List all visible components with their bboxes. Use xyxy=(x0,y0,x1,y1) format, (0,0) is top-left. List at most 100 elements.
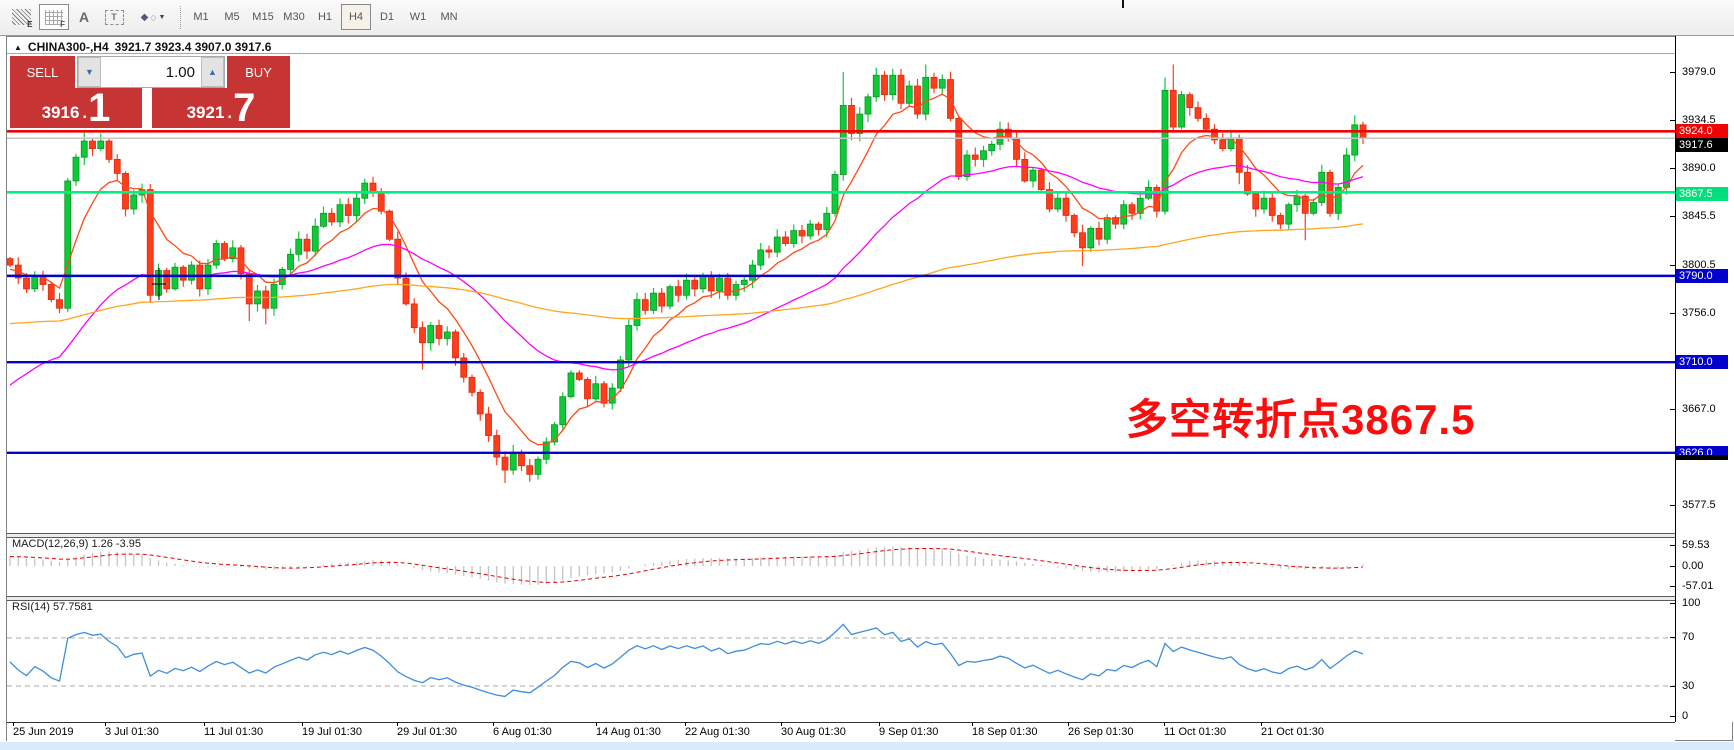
panel-separator[interactable] xyxy=(7,533,1675,538)
price-tick-label: 3577.5 xyxy=(1682,499,1716,511)
date-label: 29 Jul 01:30 xyxy=(397,726,457,738)
sell-price-display[interactable]: 3916. 1 xyxy=(10,88,142,128)
date-label: 9 Sep 01:30 xyxy=(879,726,939,738)
volume-value[interactable]: 1.00 xyxy=(165,63,195,81)
one-click-trading-panel: SELL ▼ 1.00 ▲ BUY 3916. 1 3921. 7 xyxy=(10,56,290,128)
grid-icon: F xyxy=(45,9,65,29)
shapes-dropdown-icon[interactable]: ◆ ◇ ▼ xyxy=(140,11,166,23)
price-tick-label: 3845.5 xyxy=(1682,210,1716,222)
indicator-tick-label: -57.01 xyxy=(1682,580,1714,592)
price-tick xyxy=(1670,313,1675,314)
text-box-tool-icon[interactable]: T xyxy=(99,4,129,30)
date-tick xyxy=(1068,722,1069,726)
timeframe-button-m30[interactable]: M30 xyxy=(283,11,305,23)
price-badge xyxy=(1676,455,1728,460)
date-tick xyxy=(397,722,398,726)
date-label: 11 Oct 01:30 xyxy=(1164,726,1227,738)
header-divider xyxy=(7,53,1675,54)
collapse-triangle-icon[interactable]: ▲ xyxy=(14,42,22,52)
date-tick xyxy=(879,722,880,726)
date-label: 6 Aug 01:30 xyxy=(493,726,552,738)
date-label: 18 Sep 01:30 xyxy=(972,726,1038,738)
price-tick xyxy=(1670,409,1675,410)
price-tick-label: 3979.0 xyxy=(1682,66,1716,78)
timeframe-button-w1[interactable]: W1 xyxy=(409,11,427,23)
rsi-label: RSI(14) 57.7581 xyxy=(12,601,93,613)
macd-label: MACD(12,26,9) 1.26 -3.95 xyxy=(12,538,142,550)
main-chart-panel[interactable] xyxy=(7,37,1675,533)
date-tick xyxy=(13,722,14,726)
price-tick-label: 3756.0 xyxy=(1682,307,1716,319)
chevron-down-icon: ▼ xyxy=(158,13,166,21)
window-bottom-strip xyxy=(0,742,1734,750)
date-label: 19 Jul 01:30 xyxy=(302,726,362,738)
price-badge: 3790.0 xyxy=(1676,269,1728,283)
price-tick xyxy=(1670,120,1675,121)
date-label: 14 Aug 01:30 xyxy=(596,726,661,738)
date-label: 21 Oct 01:30 xyxy=(1261,726,1324,738)
toolbar-separator xyxy=(180,6,181,29)
timeframe-button-m5[interactable]: M5 xyxy=(224,11,240,23)
price-badge: 3867.5 xyxy=(1676,187,1728,201)
symbol-title: ▲ CHINA300-,H4 3921.7 3923.4 3907.0 3917… xyxy=(14,40,271,54)
date-tick xyxy=(493,722,494,726)
date-tick xyxy=(1164,722,1165,726)
date-tick xyxy=(1261,722,1262,726)
indicator-tick xyxy=(1670,603,1675,604)
indicator-tick-label: 0.00 xyxy=(1682,560,1704,572)
date-label: 25 Jun 2019 xyxy=(13,726,74,738)
grid-pattern-f-icon[interactable]: F xyxy=(39,4,69,30)
buy-price-display[interactable]: 3921. 7 xyxy=(152,88,290,128)
indicator-tick-label: 100 xyxy=(1682,597,1701,609)
price-badge: 3924.0 xyxy=(1676,124,1728,138)
indicator-tick-label: 70 xyxy=(1682,631,1695,643)
date-axis[interactable]: 25 Jun 2019 3 Jul 01:30 11 Jul 01:30 19 Jul… xyxy=(7,722,1675,741)
price-tick-label: 3934.5 xyxy=(1682,114,1716,126)
price-badge: 3917.6 xyxy=(1676,138,1728,152)
price-tick xyxy=(1670,265,1675,266)
date-tick xyxy=(781,722,782,726)
price-tick-label: 3890.0 xyxy=(1682,162,1716,174)
indicator-tick xyxy=(1670,637,1675,638)
toolbar: E F A T ◆ ◇ ▼ M1 M5 M15 M30 H1 H4 D1 W1 MN xyxy=(0,0,1734,36)
date-tick xyxy=(302,722,303,726)
timeframe-button-m15[interactable]: M15 xyxy=(252,11,274,23)
price-badge: 3710.0 xyxy=(1676,355,1728,369)
axis-line xyxy=(7,722,1675,723)
indicator-tick xyxy=(1670,566,1675,567)
timeframe-button-h4[interactable]: H4 xyxy=(341,4,371,30)
indicator-tick xyxy=(1670,586,1675,587)
macd-panel[interactable] xyxy=(7,537,1675,596)
price-tick-label: 3800.5 xyxy=(1682,259,1716,271)
indicator-tick xyxy=(1670,545,1675,546)
price-tick xyxy=(1670,505,1675,506)
date-tick xyxy=(685,722,686,726)
volume-increase-button[interactable]: ▲ xyxy=(201,57,224,87)
date-label: 22 Aug 01:30 xyxy=(685,726,750,738)
buy-button[interactable]: BUY xyxy=(227,56,290,89)
price-tick-label: 3667.0 xyxy=(1682,403,1716,415)
text-label-tool-icon[interactable]: A xyxy=(78,9,90,25)
date-label: 11 Jul 01:30 xyxy=(204,726,264,738)
timeframe-button-m1[interactable]: M1 xyxy=(193,11,209,23)
panel-separator[interactable] xyxy=(7,596,1675,601)
price-tick xyxy=(1670,72,1675,73)
price-tick xyxy=(1670,168,1675,169)
indicator-tick-label: 59.53 xyxy=(1682,539,1710,551)
date-label: 26 Sep 01:30 xyxy=(1068,726,1134,738)
chart-annotation-text: 多空转折点3867.5 xyxy=(1126,396,1476,443)
timeframe-button-d1[interactable]: D1 xyxy=(379,11,395,23)
volume-spinner: ▼ 1.00 ▲ xyxy=(77,56,225,88)
date-label: 3 Jul 01:30 xyxy=(105,726,159,738)
date-tick xyxy=(105,722,106,726)
sell-button[interactable]: SELL xyxy=(10,56,75,89)
hatch-icon: E xyxy=(11,9,33,29)
hatch-pattern-e-icon[interactable]: E xyxy=(6,4,36,30)
indicator-tick-label: 30 xyxy=(1682,680,1695,692)
timeframe-button-h1[interactable]: H1 xyxy=(317,11,333,23)
timeframe-button-mn[interactable]: MN xyxy=(440,11,458,23)
volume-decrease-button[interactable]: ▼ xyxy=(78,57,101,87)
indicator-tick xyxy=(1670,716,1675,717)
date-label: 30 Aug 01:30 xyxy=(781,726,846,738)
rsi-panel[interactable] xyxy=(7,600,1675,722)
